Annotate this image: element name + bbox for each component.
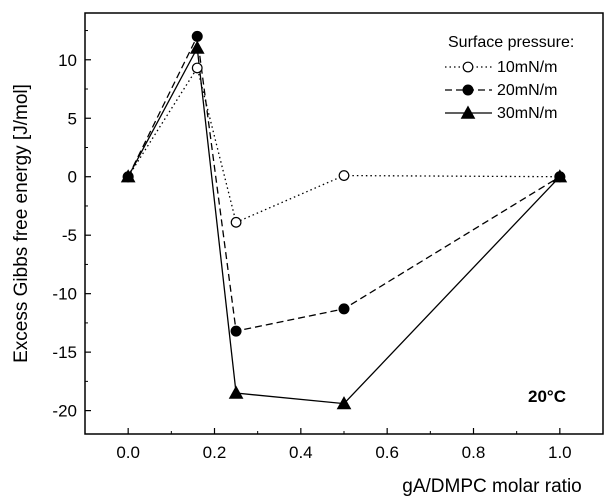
data-point [338, 170, 350, 181]
series-markers-30mN/m [120, 40, 568, 410]
x-tick-label: 0.8 [462, 443, 486, 462]
series-layer [120, 30, 568, 410]
series-line [127, 34, 561, 332]
legend-label: 10mN/m [497, 59, 557, 76]
series-20mN/m [127, 34, 561, 332]
y-tick-label: 0 [68, 168, 77, 187]
series-30mN/m [127, 45, 561, 405]
data-point [230, 216, 242, 228]
data-point [338, 303, 350, 315]
x-tick-label: 0.4 [289, 443, 313, 462]
x-axis-title: gA/DMPC molar ratio [402, 476, 582, 497]
legend-marker [462, 84, 474, 96]
legend: Surface pressure: 10mN/m 20mN/m 30mN/m [445, 34, 574, 122]
data-point [230, 325, 242, 337]
data-point [552, 169, 568, 183]
data-point [191, 62, 203, 74]
series-line [127, 45, 561, 405]
legend-title: Surface pressure: [448, 34, 574, 51]
y-axis-title: Excess Gibbs free energy [J/mol] [11, 84, 32, 363]
legend-marker [460, 105, 476, 119]
x-tick-label: 0.6 [375, 443, 399, 462]
y-axis-ticks: 10 5 0 -5 -10 -15 -20 [52, 30, 91, 421]
data-point [120, 169, 136, 183]
data-point [191, 30, 203, 42]
y-tick-label: 5 [68, 109, 77, 128]
series-markers-20mN/m [122, 30, 566, 337]
temperature-annotation: 20°C [528, 387, 566, 406]
series-line [127, 66, 560, 224]
data-point [336, 396, 352, 410]
x-tick-label: 1.0 [548, 443, 572, 462]
y-tick-label: 10 [58, 51, 77, 70]
legend-label: 20mN/m [497, 82, 557, 99]
x-tick-label: 0.2 [203, 443, 227, 462]
x-tick-label: 0.0 [116, 443, 140, 462]
legend-marker [462, 61, 474, 73]
y-tick-label: -20 [52, 402, 77, 421]
series-10mN/m [127, 66, 560, 224]
y-tick-label: -10 [52, 285, 77, 304]
y-tick-label: -15 [52, 343, 77, 362]
x-axis-ticks: 0.0 0.2 0.4 0.6 0.8 1.0 [84, 428, 604, 462]
plot-frame [84, 12, 604, 435]
legend-label: 30mN/m [497, 105, 557, 122]
y-tick-label: -5 [62, 226, 77, 245]
data-point [189, 40, 205, 54]
data-point [228, 385, 244, 399]
